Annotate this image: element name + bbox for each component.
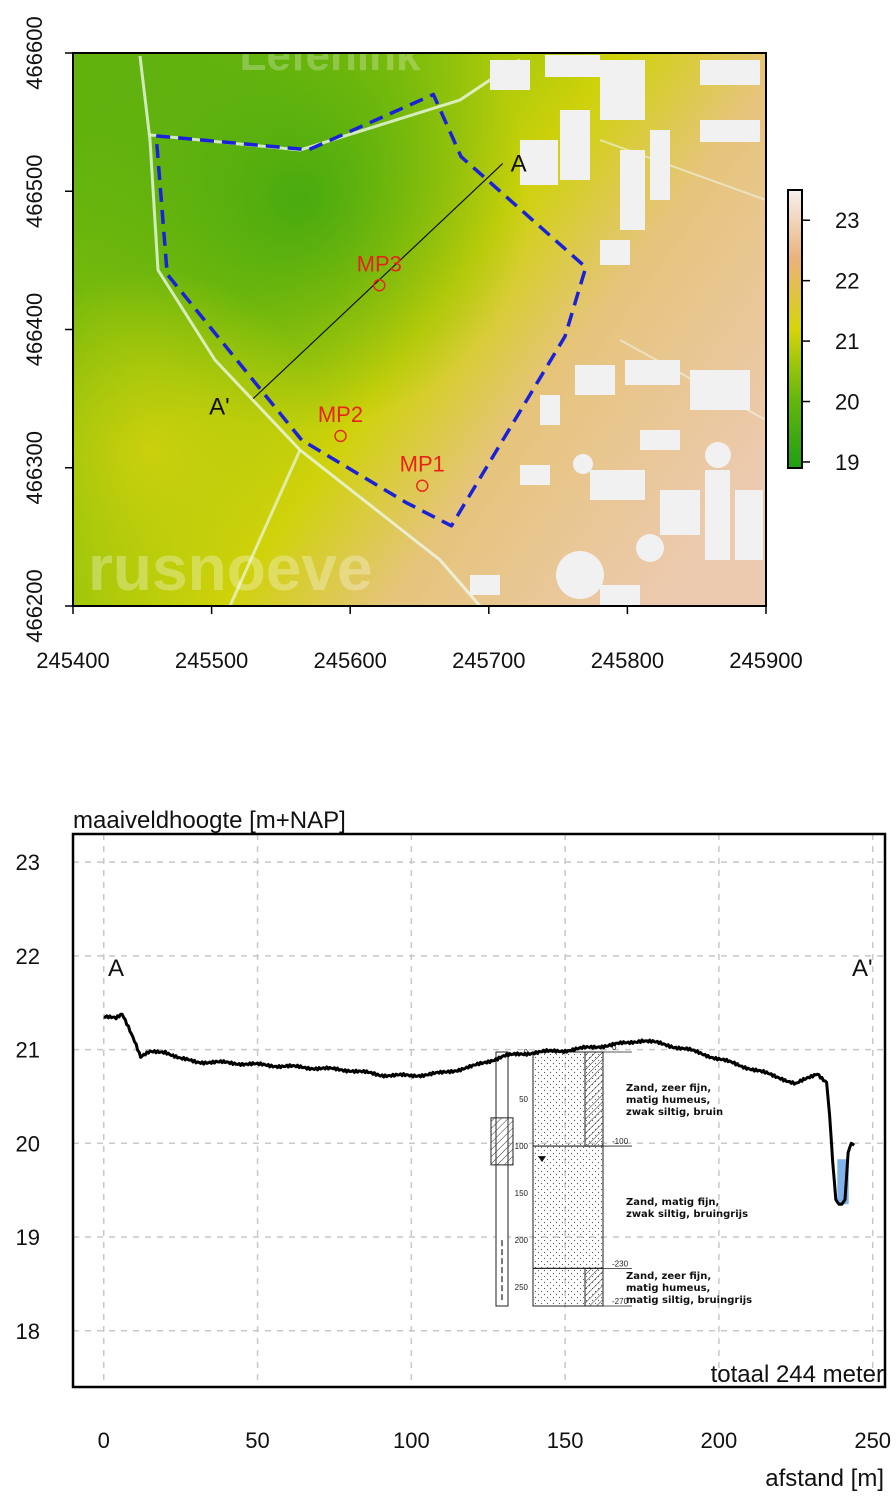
lithology-description: zwak siltig, bruin [626,1107,723,1118]
borehole-depth-tick: 50 [519,1095,528,1104]
profile-y-tick-label: 22 [16,944,40,969]
transect-label-start: A [511,151,527,178]
buildings-top [490,55,760,265]
map-x-tick-label: 245700 [452,648,525,673]
map-y-tick-label: 466200 [22,569,47,642]
x-axis-title: afstand [m] [765,1465,884,1492]
map-x-tick-label: 245800 [591,648,664,673]
label-A-prime: A' [852,955,873,982]
profile-x-tick-label: 50 [245,1428,269,1453]
map-y-tick-label: 466300 [22,431,47,504]
y-axis-title: maaiveldhoogte [m+NAP] [73,807,346,834]
colorbar-tick-label: 21 [835,329,859,354]
profile-x-tick-label: 0 [98,1428,110,1453]
borehole-log: Zand, zeer fijn,matig humeus,zwak siltig… [490,1043,752,1307]
transect-label-end: A' [209,394,230,421]
humus-indicator [584,1051,604,1147]
layer-depth-label: -230 [612,1259,629,1268]
profile-x-tick-label: 250 [854,1428,891,1453]
profile-y-tick-label: 18 [16,1319,40,1344]
watermark-bottom: rusnoeve [88,532,373,604]
borehole-pipe [495,1051,509,1307]
water-level [837,1159,849,1205]
measurement-point-label: MP3 [357,251,402,276]
measurement-point-label: MP2 [318,402,363,427]
watermark-top: Lefenink [240,31,421,80]
lithology-description: Zand, zeer fijn, [626,1271,711,1282]
study-area-boundary [154,92,588,528]
colorbar: 19 20 21 22 23 [787,189,859,475]
measurement-point-label: MP1 [400,452,445,477]
buildings-bottom [470,360,763,606]
measurement-point [416,479,429,492]
layer-depth-label: -100 [612,1137,629,1146]
profile-ticks: 0 50 100 150 200 250 18 19 20 21 22 23 [16,850,892,1453]
borehole-depth-tick: 200 [515,1236,529,1245]
colorbar-tick-label: 22 [835,269,859,294]
label-A: A [108,955,124,982]
measurement-point [334,429,347,443]
colorbar-ticks: 19 20 21 22 23 [802,208,859,475]
profile-frame [71,832,887,1389]
borehole-depth-tick: 100 [515,1142,529,1151]
elevation-profile: maaiveldhoogte [m+NAP] 0 50 100 150 200 25018… [16,807,892,1492]
profile-y-tick-label: 19 [16,1225,40,1250]
colorbar-gradient [787,189,803,469]
colorbar-tick-label: 19 [835,450,859,475]
map-y-tick-label: 466400 [22,293,47,366]
colorbar-tick-label: 23 [835,208,859,233]
lithology-description: zwak siltig, bruingrijs [626,1209,748,1220]
lithology-description: matig siltig, bruingrijs [626,1295,752,1306]
lithology-description: Zand, matig fijn, [626,1197,719,1208]
elevation-map: Lefenink rusnoeve 245400 245500 245600 2457… [22,16,803,673]
map-ticks: 245400 245500 245600 245700 245800 245900 4662… [22,16,803,673]
humus-indicator [584,1267,604,1307]
profile-line [103,1012,856,1206]
total-length-annotation: totaal 244 meter [711,1361,884,1388]
measurement-point [373,279,386,292]
borehole-seal [490,1117,514,1166]
borehole-layer [532,1145,604,1269]
profile-x-tick-label: 100 [393,1428,430,1453]
map-x-tick-label: 245400 [36,648,109,673]
profile-x-tick-label: 150 [547,1428,584,1453]
colorbar-tick-label: 20 [835,390,859,415]
lithology-description: Zand, zeer fijn, [626,1083,711,1094]
lithology-description: matig humeus, [626,1095,710,1106]
groundwater-symbol [538,1156,546,1163]
profile-y-tick-label: 23 [16,850,40,875]
layer-depth-label: 0 [612,1043,617,1052]
profile-y-tick-label: 21 [16,1038,40,1063]
map-x-tick-label: 245600 [313,648,386,673]
map-x-tick-label: 245500 [175,648,248,673]
lithology-description: matig humeus, [626,1283,710,1294]
transect-line [252,163,504,400]
profile-y-tick-label: 20 [16,1131,40,1156]
map-y-tick-label: 466600 [22,16,47,89]
terrain-profile [103,1012,856,1206]
map-x-tick-label: 245900 [729,648,802,673]
profile-water [837,1159,849,1205]
borehole-depth-tick: 250 [515,1283,529,1292]
profile-grid [73,834,885,1387]
borehole-depth-tick: 150 [515,1189,529,1198]
map-y-tick-label: 466500 [22,155,47,228]
profile-x-tick-label: 200 [701,1428,738,1453]
map-raster: Lefenink rusnoeve [73,31,766,606]
layer-depth-label: -270 [612,1297,629,1306]
map-overlay: A A' MP3 MP2 MP1 [154,92,588,528]
